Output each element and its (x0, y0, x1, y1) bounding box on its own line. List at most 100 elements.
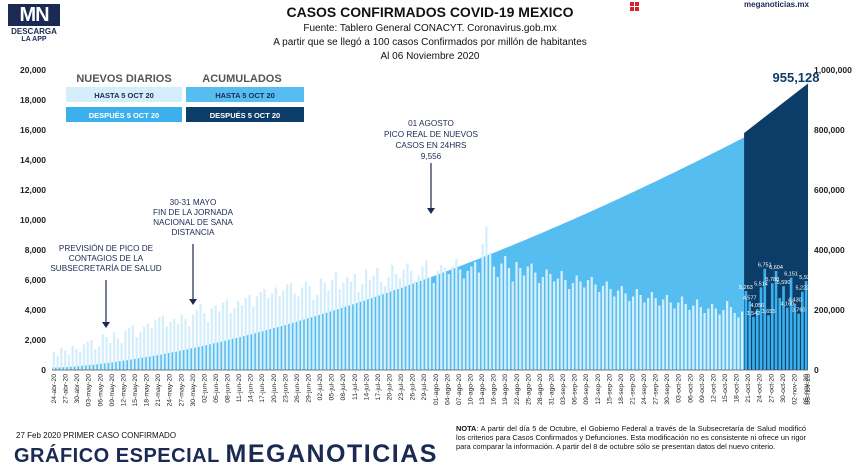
y-right-tick-label: 800,000 (814, 125, 845, 135)
daily-bar-before (361, 284, 364, 370)
x-tick-label: 30-sep-20 (664, 374, 671, 405)
daily-bar-before (406, 263, 409, 370)
x-tick-label: 24-sep-20 (641, 374, 648, 405)
annotation-peak-arrowhead (427, 208, 435, 214)
x-tick-label: 05-jun-20 (213, 374, 220, 403)
annotation-peak-line: CASOS EN 24HRS (396, 141, 468, 150)
daily-bar-before (169, 322, 172, 370)
legend-swatch-cum-before (186, 87, 304, 102)
x-tick-label: 10-ago-20 (467, 374, 474, 405)
daily-bar-before (331, 280, 334, 370)
x-tick-label: 01-ago-20 (433, 374, 440, 405)
chart-title: CASOS CONFIRMADOS COVID-19 MEXICO (286, 4, 574, 20)
x-tick-label: 02-nov-20 (791, 374, 798, 405)
daily-bar-before (252, 307, 255, 370)
y-left-tick-label: 16,000 (20, 125, 46, 135)
daily-bar-before (195, 310, 198, 370)
x-tick-label: 11-jun-20 (236, 374, 243, 402)
daily-bar-before (692, 305, 695, 370)
daily-bar-before (537, 283, 541, 370)
daily-bar-before (342, 283, 345, 370)
daily-bar-before (684, 304, 687, 370)
annotation-forecast-line: PREVISIÓN DE PICO DE (59, 243, 154, 253)
daily-bar-after (755, 309, 759, 370)
daily-after-data-label: 5,590 (777, 280, 791, 286)
daily-bar-after (774, 270, 778, 370)
daily-bar-before (398, 278, 402, 370)
daily-after-data-label: 3,760 (792, 308, 806, 314)
daily-bar-before (191, 314, 195, 370)
daily-bar-before (485, 226, 488, 370)
x-tick-label: 31-ago-20 (548, 374, 555, 405)
daily-bar-before (75, 349, 78, 370)
daily-bar-before (620, 286, 623, 370)
daily-bar-before (519, 268, 522, 370)
cumulative-total-label: 955,128 (773, 70, 820, 85)
daily-bar-before (428, 277, 432, 370)
daily-bar-before (579, 281, 582, 370)
daily-bar-before (353, 274, 356, 370)
daily-bar-before (240, 305, 244, 370)
daily-bar-before (699, 307, 702, 370)
daily-bar-before (52, 352, 56, 370)
daily-bar-before (109, 343, 112, 370)
x-tick-label: 13-ago-20 (479, 374, 486, 405)
daily-bar-before (556, 278, 560, 370)
daily-bar-before (86, 341, 89, 370)
daily-bar-before (624, 293, 627, 370)
x-tick-label: 02-jun-20 (201, 374, 208, 403)
daily-bar-before (127, 328, 131, 370)
x-tick-label: 06-may-20 (97, 374, 104, 407)
brand-name: MEGANOTICIAS (225, 440, 438, 468)
x-tick-label: 24-abr-20 (51, 374, 58, 404)
x-tick-label: 12-oct-20 (710, 374, 717, 403)
daily-bar-after (793, 303, 797, 370)
daily-bar-before (372, 275, 375, 370)
x-tick-label: 08-jun-20 (225, 374, 232, 403)
daily-bar-before (647, 298, 650, 370)
daily-bar-before (165, 326, 168, 370)
daily-bar-before (436, 271, 439, 370)
daily-bar-before (665, 295, 669, 370)
x-tick-label: 21-oct-20 (745, 374, 752, 403)
annotation-forecast-arrowhead (102, 322, 110, 328)
daily-bar-before (726, 301, 729, 370)
daily-bar-before (549, 274, 552, 370)
x-tick-label: 15-oct-20 (722, 374, 729, 403)
daily-bar-before (609, 289, 612, 370)
daily-bar-before (515, 262, 518, 370)
daily-bar-before (94, 349, 97, 370)
site-url[interactable]: meganoticias.mx (744, 0, 809, 9)
meganoticias-logo[interactable]: MN DESCARGA LA APP (8, 4, 60, 43)
daily-bar-before (458, 269, 462, 370)
y-left-tick-label: 12,000 (20, 185, 46, 195)
daily-bar-before (601, 286, 605, 370)
x-tick-label: 19-ago-20 (502, 374, 509, 405)
daily-bar-before (56, 356, 59, 370)
legend-cum-before-label: HASTA 5 OCT 20 (215, 91, 275, 100)
x-tick-label: 23-jul-20 (398, 374, 405, 401)
daily-bar-after (797, 313, 800, 370)
x-tick-label: 16-ago-20 (491, 374, 498, 405)
daily-bar-before (285, 284, 289, 370)
daily-after-data-label: 4,430 (788, 298, 802, 304)
daily-bar-before (654, 298, 657, 370)
daily-bar-before (289, 283, 292, 370)
daily-bar-before (225, 299, 229, 370)
y-left-tick-label: 4,000 (25, 305, 47, 315)
chart-subtitle: A partir que se llegó a 100 casos Confir… (273, 37, 587, 48)
daily-bar-before (308, 286, 311, 370)
daily-after-data-label: 5,788 (765, 277, 779, 283)
daily-bar-before (270, 293, 274, 370)
y-left-tick-label: 0 (41, 365, 46, 375)
x-tick-label-end: 06-nov-20 (805, 374, 812, 405)
daily-bar-before (391, 265, 394, 370)
daily-bar-before (334, 272, 338, 370)
daily-bar-before (158, 317, 161, 370)
daily-bar-after (744, 291, 748, 370)
daily-bar-before (259, 292, 262, 370)
daily-bar-before (379, 281, 383, 370)
x-tick-label: 30-may-20 (190, 374, 197, 407)
daily-bar-before (714, 308, 717, 370)
annotation-distancing-line: FIN DE LA JORNADA (153, 208, 234, 217)
